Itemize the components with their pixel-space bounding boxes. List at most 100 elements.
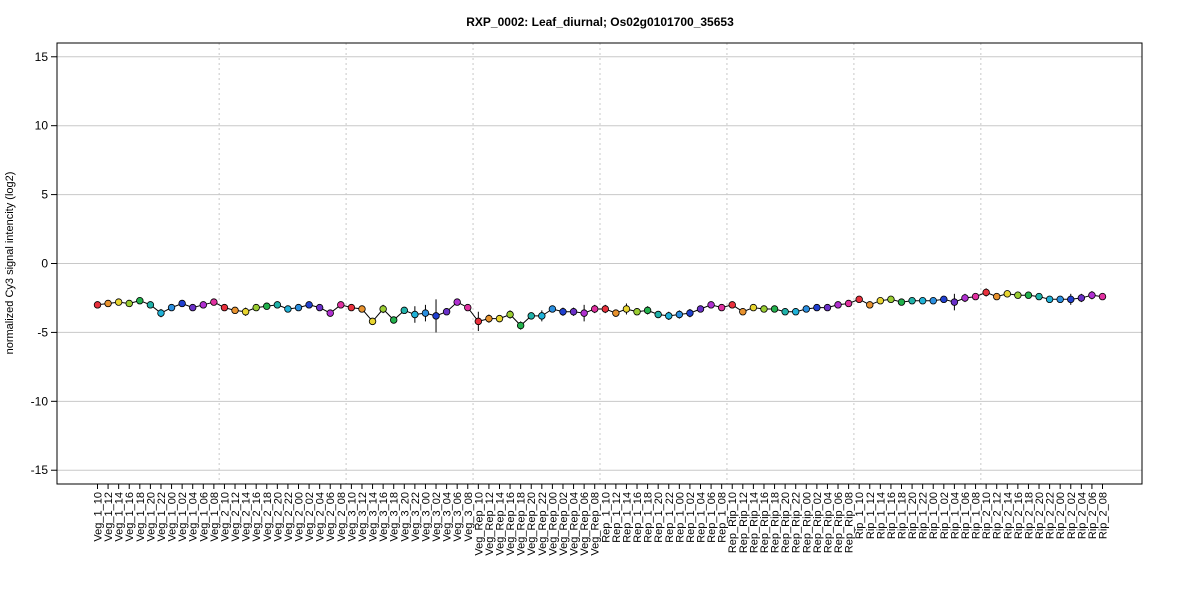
data-point — [770, 305, 779, 313]
x-tick-label: Veg_1_22 — [156, 492, 168, 542]
x-tick-label: Rep_1_08 — [717, 492, 729, 543]
x-tick-label: Veg_Rep_00 — [547, 492, 559, 556]
data-point — [601, 305, 609, 313]
data-point — [93, 301, 102, 309]
x-tick-label: Veg_1_18 — [135, 492, 147, 542]
data-point — [982, 288, 990, 297]
data-point — [252, 303, 260, 312]
data-point — [950, 298, 959, 306]
data-point — [241, 308, 250, 316]
x-tick-label: Veg_3_10 — [346, 492, 358, 542]
x-tick-label: Veg_3_14 — [368, 492, 380, 542]
data-point — [1067, 295, 1075, 304]
x-tick-label: Rip_2_20 — [1034, 492, 1046, 539]
x-tick-label: Veg_2_22 — [283, 492, 295, 542]
x-tick-label: Veg_2_20 — [272, 492, 284, 542]
data-point — [834, 301, 842, 309]
x-tick-label: Rip_2_22 — [1045, 492, 1057, 539]
data-point — [823, 303, 832, 312]
data-point — [1045, 295, 1054, 304]
data-point — [453, 298, 461, 306]
x-tick-label: Rip_1_00 — [928, 492, 940, 539]
data-point — [474, 317, 483, 326]
data-point — [1056, 295, 1064, 304]
data-point — [918, 297, 927, 305]
data-point — [993, 292, 1001, 301]
data-point — [675, 310, 684, 319]
x-tick-label: Veg_Rep_12 — [484, 492, 496, 556]
data-point — [315, 303, 324, 312]
x-tick-label: Rip_1_18 — [897, 492, 909, 539]
data-point — [961, 294, 969, 302]
data-point — [326, 309, 334, 317]
x-tick-label: Veg_2_10 — [219, 492, 231, 542]
x-tick-label: Rip_2_18 — [1023, 492, 1035, 539]
x-tick-label: Veg_1_08 — [209, 492, 221, 542]
x-tick-label: Veg_Rep_06 — [579, 492, 591, 556]
x-tick-label: Rip_2_02 — [1066, 492, 1078, 539]
data-point — [633, 308, 641, 316]
x-tick-label: Veg_1_02 — [177, 492, 189, 542]
data-point — [220, 303, 229, 312]
x-tick-label: Rep_Rip_12 — [738, 492, 750, 553]
x-tick-label: Rip_1_16 — [886, 492, 898, 539]
data-point — [538, 312, 546, 320]
x-axis: Veg_1_10Veg_1_12Veg_1_14Veg_1_16Veg_1_18… — [93, 484, 1110, 556]
x-tick-label: Veg_Rep_02 — [558, 492, 570, 556]
x-tick-label: Rep_1_00 — [674, 492, 686, 543]
data-point — [516, 321, 525, 330]
data-point — [432, 312, 440, 320]
x-tick-label: Rip_2_04 — [1076, 492, 1088, 539]
x-tick-label: Veg_3_06 — [452, 492, 464, 542]
x-tick-label: Veg_2_18 — [262, 492, 274, 542]
data-point — [897, 298, 906, 306]
data-point — [379, 305, 387, 313]
x-tick-label: Veg_Rep_22 — [537, 492, 549, 556]
x-tick-label: Veg_2_14 — [241, 492, 253, 542]
x-tick-label: Rep_Rip_06 — [833, 492, 845, 553]
x-tick-label: Veg_1_20 — [145, 492, 157, 542]
data-point — [347, 303, 356, 312]
data-point — [157, 309, 165, 317]
x-tick-label: Veg_3_18 — [389, 492, 401, 542]
data-point — [495, 314, 504, 323]
x-tick-label: Rep_1_10 — [600, 492, 612, 543]
x-tick-label: Rep_1_04 — [696, 492, 708, 543]
data-point — [643, 306, 652, 315]
x-tick-label: Rip_1_20 — [907, 492, 919, 539]
x-tick-label: Rep_Rip_16 — [759, 492, 771, 553]
x-tick-label: Rep_1_14 — [621, 492, 633, 543]
x-tick-label: Rip_1_04 — [949, 492, 961, 539]
x-tick-label: Rip_1_08 — [971, 492, 983, 539]
x-tick-label: Veg_1_12 — [103, 492, 115, 542]
data-point — [199, 301, 207, 309]
x-tick-label: Veg_1_14 — [114, 492, 126, 542]
data-point — [442, 308, 451, 316]
y-tick-label: 5 — [41, 188, 48, 202]
data-point — [781, 308, 789, 316]
x-tick-label: Veg_3_02 — [431, 492, 443, 542]
x-tick-label: Veg_1_16 — [124, 492, 136, 542]
data-point — [368, 317, 377, 326]
data-point — [707, 301, 715, 309]
data-point — [273, 301, 282, 309]
x-tick-label: Rep_1_22 — [664, 492, 676, 543]
data-point — [1035, 292, 1043, 301]
x-tick-label: Rep_Rip_02 — [812, 492, 824, 553]
data-point — [527, 312, 535, 320]
x-tick-label: Veg_Rep_04 — [569, 492, 581, 556]
data-point — [136, 297, 144, 305]
x-tick-label: Rip_1_22 — [918, 492, 930, 539]
data-point — [739, 308, 747, 316]
x-tick-label: Rep_Rip_00 — [801, 492, 813, 553]
x-tick-label: Veg_Rep_20 — [526, 492, 538, 556]
y-tick-label: 15 — [35, 50, 49, 64]
x-tick-label: Veg_2_02 — [304, 492, 316, 542]
x-tick-label: Veg_2_12 — [230, 492, 242, 542]
data-point — [717, 303, 726, 312]
data-point — [686, 309, 694, 317]
x-tick-label: Rep_1_12 — [611, 492, 623, 543]
x-tick-label: Rip_1_02 — [939, 492, 951, 539]
y-tick-label: -15 — [31, 463, 49, 477]
data-point — [421, 309, 430, 317]
